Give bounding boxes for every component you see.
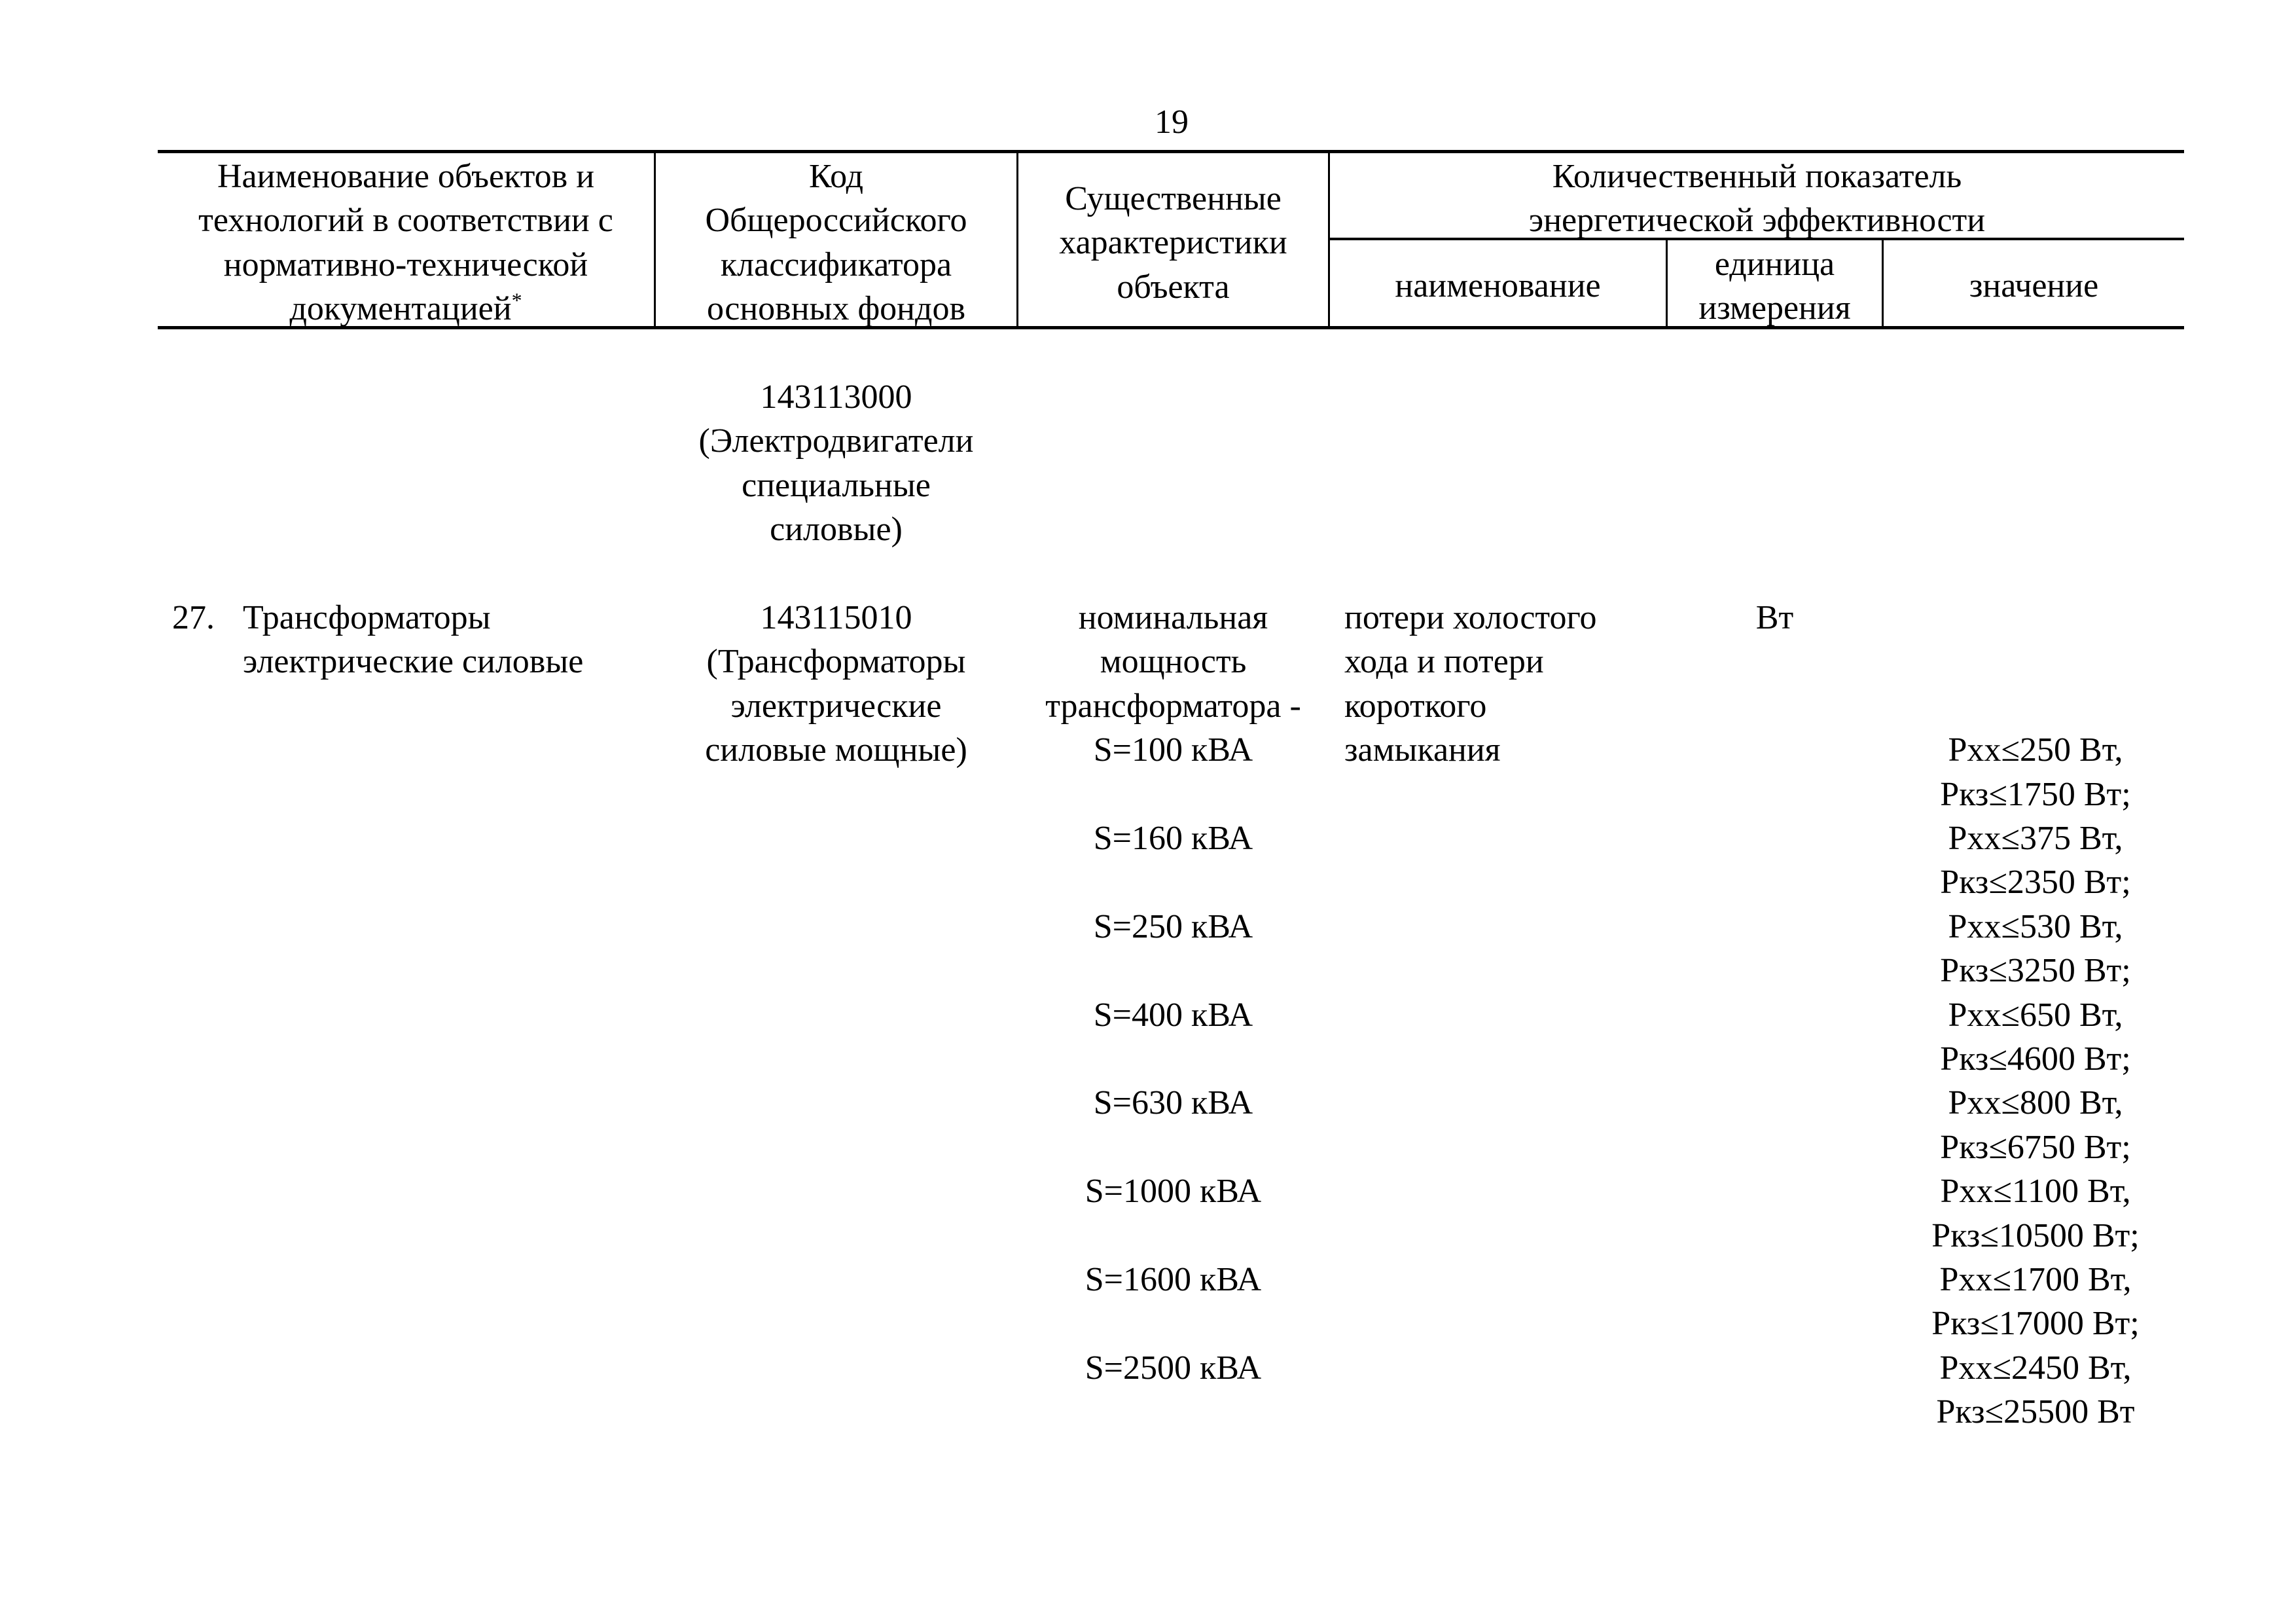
short-circuit-loss-value: Ркз≤4600 Вт; [1940,1040,2131,1078]
power-rating: S=1000 кВА [1085,1173,1262,1211]
column-divider [1016,152,1018,327]
short-circuit-loss-value: Ркз≤6750 Вт; [1940,1128,2131,1166]
header-indicator: Количественный показатель энергетической… [1528,158,1986,240]
power-rating: S=160 кВА [1093,820,1253,857]
code-cell: 143113000 (Электродвигатели специальные … [698,378,974,549]
footnote-mark: * [511,288,522,312]
header-object-name: Наименование объектов и технологий в соо… [198,158,613,328]
header-code: Код Общероссийского классификатора основ… [705,158,967,328]
characteristic-intro: номинальная мощность трансформатора - [1045,599,1301,725]
column-divider [1328,152,1330,327]
header-indicator-name: наименование [1395,267,1601,304]
indicator-name-cell: потери холостого хода и потери короткого… [1344,599,1597,769]
row-number: 27. [172,599,215,636]
header-unit: единица измерения [1698,246,1851,327]
column-divider [1882,239,1884,327]
column-divider [1666,239,1668,327]
no-load-loss-value: Рхх≤375 Вт, [1948,820,2123,857]
no-load-loss-value: Рхх≤2450 Вт, [1939,1349,2132,1387]
page-number: 19 [1155,103,1189,141]
power-rating: S=400 кВА [1093,996,1253,1034]
short-circuit-loss-value: Ркз≤3250 Вт; [1940,952,2131,990]
short-circuit-loss-value: Ркз≤25500 Вт [1936,1393,2135,1431]
short-circuit-loss-value: Ркз≤10500 Вт; [1931,1216,2140,1254]
no-load-loss-value: Рхх≤250 Вт, [1948,731,2123,769]
header-sub-rule [1329,238,2184,240]
table-top-rule [158,150,2184,153]
short-circuit-loss-value: Ркз≤1750 Вт; [1940,775,2131,813]
no-load-loss-value: Рхх≤1700 Вт, [1939,1261,2132,1298]
short-circuit-loss-value: Ркз≤2350 Вт; [1940,864,2131,902]
header-characteristics: Существенные характеристики объекта [1059,180,1287,306]
power-rating: S=100 кВА [1093,731,1253,769]
power-rating: S=1600 кВА [1085,1261,1262,1298]
header-value: значение [1969,267,2099,304]
no-load-loss-value: Рхх≤650 Вт, [1948,996,2123,1034]
code-cell: 143115010 (Трансформаторы электрические … [705,599,967,769]
no-load-loss-value: Рхх≤530 Вт, [1948,907,2123,945]
no-load-loss-value: Рхх≤1100 Вт, [1940,1173,2131,1211]
unit-cell: Вт [1755,599,1794,636]
column-divider [654,152,656,327]
header-bottom-rule [158,326,2184,329]
power-rating: S=2500 кВА [1085,1349,1262,1387]
short-circuit-loss-value: Ркз≤17000 Вт; [1931,1305,2140,1343]
power-rating: S=250 кВА [1093,907,1253,945]
no-load-loss-value: Рхх≤800 Вт, [1948,1084,2123,1122]
power-rating: S=630 кВА [1093,1084,1253,1122]
object-name-cell: Трансформаторы электрические силовые [243,599,584,681]
